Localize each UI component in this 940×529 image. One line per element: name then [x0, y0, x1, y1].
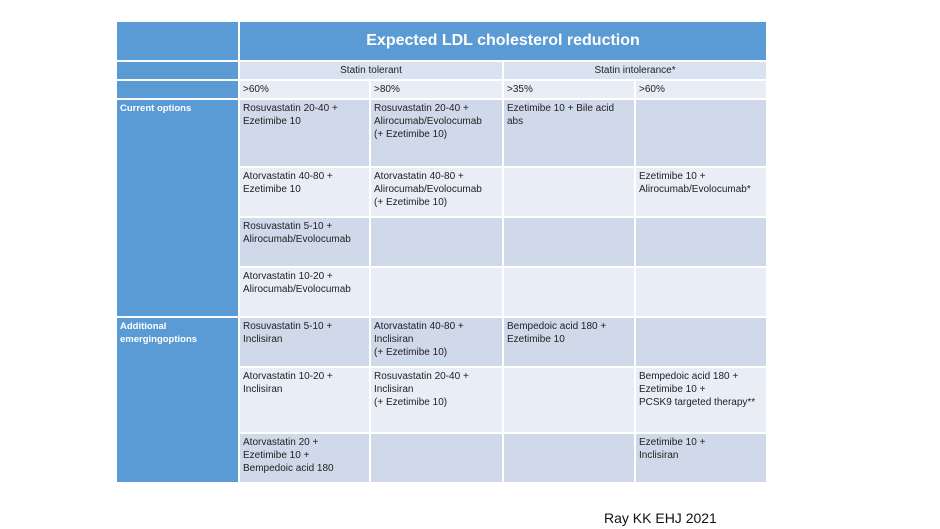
group-statin-tolerant: Statin tolerant	[238, 60, 504, 81]
cell-line: Alirocumab/Evolocumab	[243, 234, 351, 245]
table-cell: Atorvastatin 10-20 + Inclisiran	[238, 366, 371, 434]
cell-line: Atorvastatin 40-80 +	[374, 321, 464, 332]
table-row: Atorvastatin 40-80 + Ezetimibe 10 Atorvast…	[116, 166, 769, 218]
table-cell: Rosuvastatin 5-10 + Inclisiran	[238, 316, 371, 368]
table-cell: Rosuvastatin 20-40 + Inclisiran (+ Ezetimi…	[369, 366, 504, 434]
cell-line: Bempedoic acid 180 +	[639, 371, 739, 382]
table-cell	[502, 432, 636, 484]
table-cell: Ezetimibe 10 + Alirocumab/Evolocumab*	[633, 166, 769, 218]
table-cell	[633, 316, 769, 368]
cell-line: Atorvastatin 40-80 +	[374, 171, 464, 182]
ldl-reduction-table: Expected LDL cholesterol reduction Stati…	[115, 20, 769, 484]
table-row: Atorvastatin 20 + Ezetimibe 10 + Bempedoic…	[116, 432, 769, 484]
cell-line: Rosuvastatin 20-40 +	[374, 371, 469, 382]
cell-line: PCSK9 targeted therapy**	[639, 397, 756, 408]
citation: Ray KK EHJ 2021	[604, 510, 717, 526]
section-label-line: Current options	[120, 103, 192, 114]
section-label-line: Additional	[120, 321, 167, 332]
cell-line: Bempedoic acid 180	[243, 463, 334, 474]
table-cell: Bempedoic acid 180 + Ezetimibe 10	[502, 316, 636, 368]
table-row: Additional emergingoptions Rosuvastatin 5-…	[115, 316, 769, 484]
cell-line: Bempedoic acid 180 +	[507, 321, 607, 332]
corner-cell	[115, 20, 240, 62]
cell-line: Rosuvastatin 20-40 +	[243, 103, 338, 114]
cell-line: Rosuvastatin 5-10 +	[243, 321, 333, 332]
table-title: Expected LDL cholesterol reduction	[237, 20, 769, 62]
cell-line: Ezetimibe 10	[243, 184, 301, 195]
cell-line: Ezetimibe 10 +	[639, 171, 706, 182]
group-row-side	[115, 60, 240, 81]
cell-line: Inclisiran	[243, 384, 283, 395]
table-cell: Rosuvastatin 5-10 + Alirocumab/Evolocumab	[238, 216, 371, 268]
section-label: Additional emergingoptions	[115, 316, 240, 484]
cell-line: Inclisiran	[374, 334, 414, 345]
threshold-row: >60% >80% >35% >60%	[115, 79, 769, 100]
group-row: Statin tolerant Statin intolerance*	[115, 60, 769, 81]
table-cell	[369, 216, 504, 268]
table-row: Atorvastatin 10-20 + Inclisiran Rosuvastat…	[116, 366, 769, 434]
table-cell	[502, 166, 636, 218]
cell-line: Inclisiran	[374, 384, 414, 395]
table-cell	[369, 266, 504, 318]
table-cell: Atorvastatin 40-80 + Ezetimibe 10	[238, 166, 371, 218]
table-cell: Ezetimibe 10 + Inclisiran	[633, 432, 769, 484]
cell-line: Inclisiran	[639, 450, 679, 461]
threshold-intolerant-60: >60%	[633, 79, 769, 100]
cell-line: Alirocumab/Evolocumab	[374, 116, 482, 127]
threshold-row-side	[115, 79, 240, 100]
table-cell: Rosuvastatin 20-40 + Alirocumab/Evolocuma…	[369, 98, 504, 168]
table-cell: Atorvastatin 10-20 + Alirocumab/Evolocuma…	[238, 266, 371, 318]
cell-line: abs	[507, 116, 524, 127]
cell-line: (+ Ezetimibe 10)	[374, 397, 448, 408]
ldl-reduction-table-container: Expected LDL cholesterol reduction Stati…	[115, 20, 769, 484]
table-row: Rosuvastatin 5-10 + Alirocumab/Evolocumab	[116, 216, 769, 268]
section-label-line: emergingoptions	[120, 334, 198, 345]
threshold-tolerant-60: >60%	[238, 79, 371, 100]
cell-line: Ezetimibe 10 + Bile acid	[507, 103, 615, 114]
cell-line: (+ Ezetimibe 10)	[374, 129, 448, 140]
cell-line: Ezetimibe 10	[507, 334, 565, 345]
group-statin-intolerance: Statin intolerance*	[501, 60, 769, 81]
cell-line: Rosuvastatin 5-10 +	[243, 221, 333, 232]
table-cell: Atorvastatin 40-80 + Inclisiran (+ Ezetimi…	[369, 316, 504, 368]
table-cell: Ezetimibe 10 + Bile acid abs	[502, 98, 636, 168]
cell-line: Ezetimibe 10 +	[639, 384, 706, 395]
table-cell	[633, 216, 769, 268]
cell-line: Alirocumab/Evolocumab	[374, 184, 482, 195]
table-cell	[502, 216, 636, 268]
table-row: Current options Rosuvastatin 20-40 + Ezeti…	[115, 98, 769, 318]
table-cell: Rosuvastatin 20-40 + Ezetimibe 10	[238, 98, 371, 168]
cell-line: Rosuvastatin 20-40 +	[374, 103, 469, 114]
table-cell	[369, 432, 504, 484]
cell-line: Ezetimibe 10 +	[243, 450, 310, 461]
threshold-intolerant-35: >35%	[502, 79, 636, 100]
table-row: Atorvastatin 10-20 + Alirocumab/Evolocuma…	[116, 266, 769, 318]
cell-line: (+ Ezetimibe 10)	[374, 347, 448, 358]
table-cell	[633, 266, 769, 318]
cell-line: Atorvastatin 10-20 +	[243, 271, 333, 282]
threshold-tolerant-80: >80%	[369, 79, 504, 100]
cell-line: Alirocumab/Evolocumab	[243, 284, 351, 295]
table-cell: Atorvastatin 40-80 + Alirocumab/Evolocuma…	[369, 166, 504, 218]
table-cell: Bempedoic acid 180 + Ezetimibe 10 + PCSK9 …	[633, 366, 769, 434]
cell-line: Ezetimibe 10	[243, 116, 301, 127]
cell-line: Atorvastatin 10-20 +	[243, 371, 333, 382]
table-cell	[502, 266, 636, 318]
cell-line: Inclisiran	[243, 334, 283, 345]
cell-line: (+ Ezetimibe 10)	[374, 197, 448, 208]
cell-line: Atorvastatin 40-80 +	[243, 171, 333, 182]
title-row: Expected LDL cholesterol reduction	[115, 20, 769, 62]
cell-line: Ezetimibe 10 +	[639, 437, 706, 448]
cell-line: Atorvastatin 20 +	[243, 437, 319, 448]
section-label: Current options	[115, 98, 240, 318]
table-cell: Atorvastatin 20 + Ezetimibe 10 + Bempedoic…	[238, 432, 371, 484]
cell-line: Alirocumab/Evolocumab*	[639, 184, 751, 195]
table-cell	[633, 98, 769, 168]
table-cell	[502, 366, 636, 434]
